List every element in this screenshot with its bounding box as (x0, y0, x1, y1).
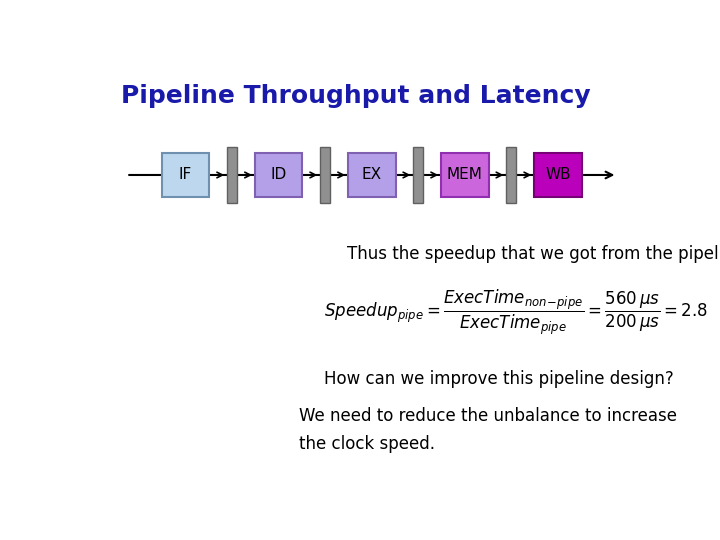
Text: Pipeline Throughput and Latency: Pipeline Throughput and Latency (121, 84, 590, 107)
Bar (348, 153, 395, 197)
Bar (506, 147, 516, 203)
Text: the clock speed.: the clock speed. (300, 435, 436, 453)
Bar (534, 153, 582, 197)
Text: How can we improve this pipeline design?: How can we improve this pipeline design? (324, 370, 674, 388)
Bar (441, 153, 489, 197)
Text: EX: EX (361, 167, 382, 183)
Text: We need to reduce the unbalance to increase: We need to reduce the unbalance to incre… (300, 407, 678, 425)
Bar (162, 153, 210, 197)
Text: IF: IF (179, 167, 192, 183)
Bar (320, 147, 330, 203)
Text: $\mathit{Speedup}_{pipe} = \dfrac{\mathit{ExecTime}_{non\!-\!pipe}}{\mathit{Exec: $\mathit{Speedup}_{pipe} = \dfrac{\mathi… (324, 288, 708, 337)
Text: WB: WB (545, 167, 571, 183)
Bar (255, 153, 302, 197)
Text: Thus the speedup that we got from the pipeline is:: Thus the speedup that we got from the pi… (347, 245, 720, 263)
Text: MEM: MEM (447, 167, 483, 183)
Bar (227, 147, 237, 203)
Text: ID: ID (271, 167, 287, 183)
Bar (413, 147, 423, 203)
